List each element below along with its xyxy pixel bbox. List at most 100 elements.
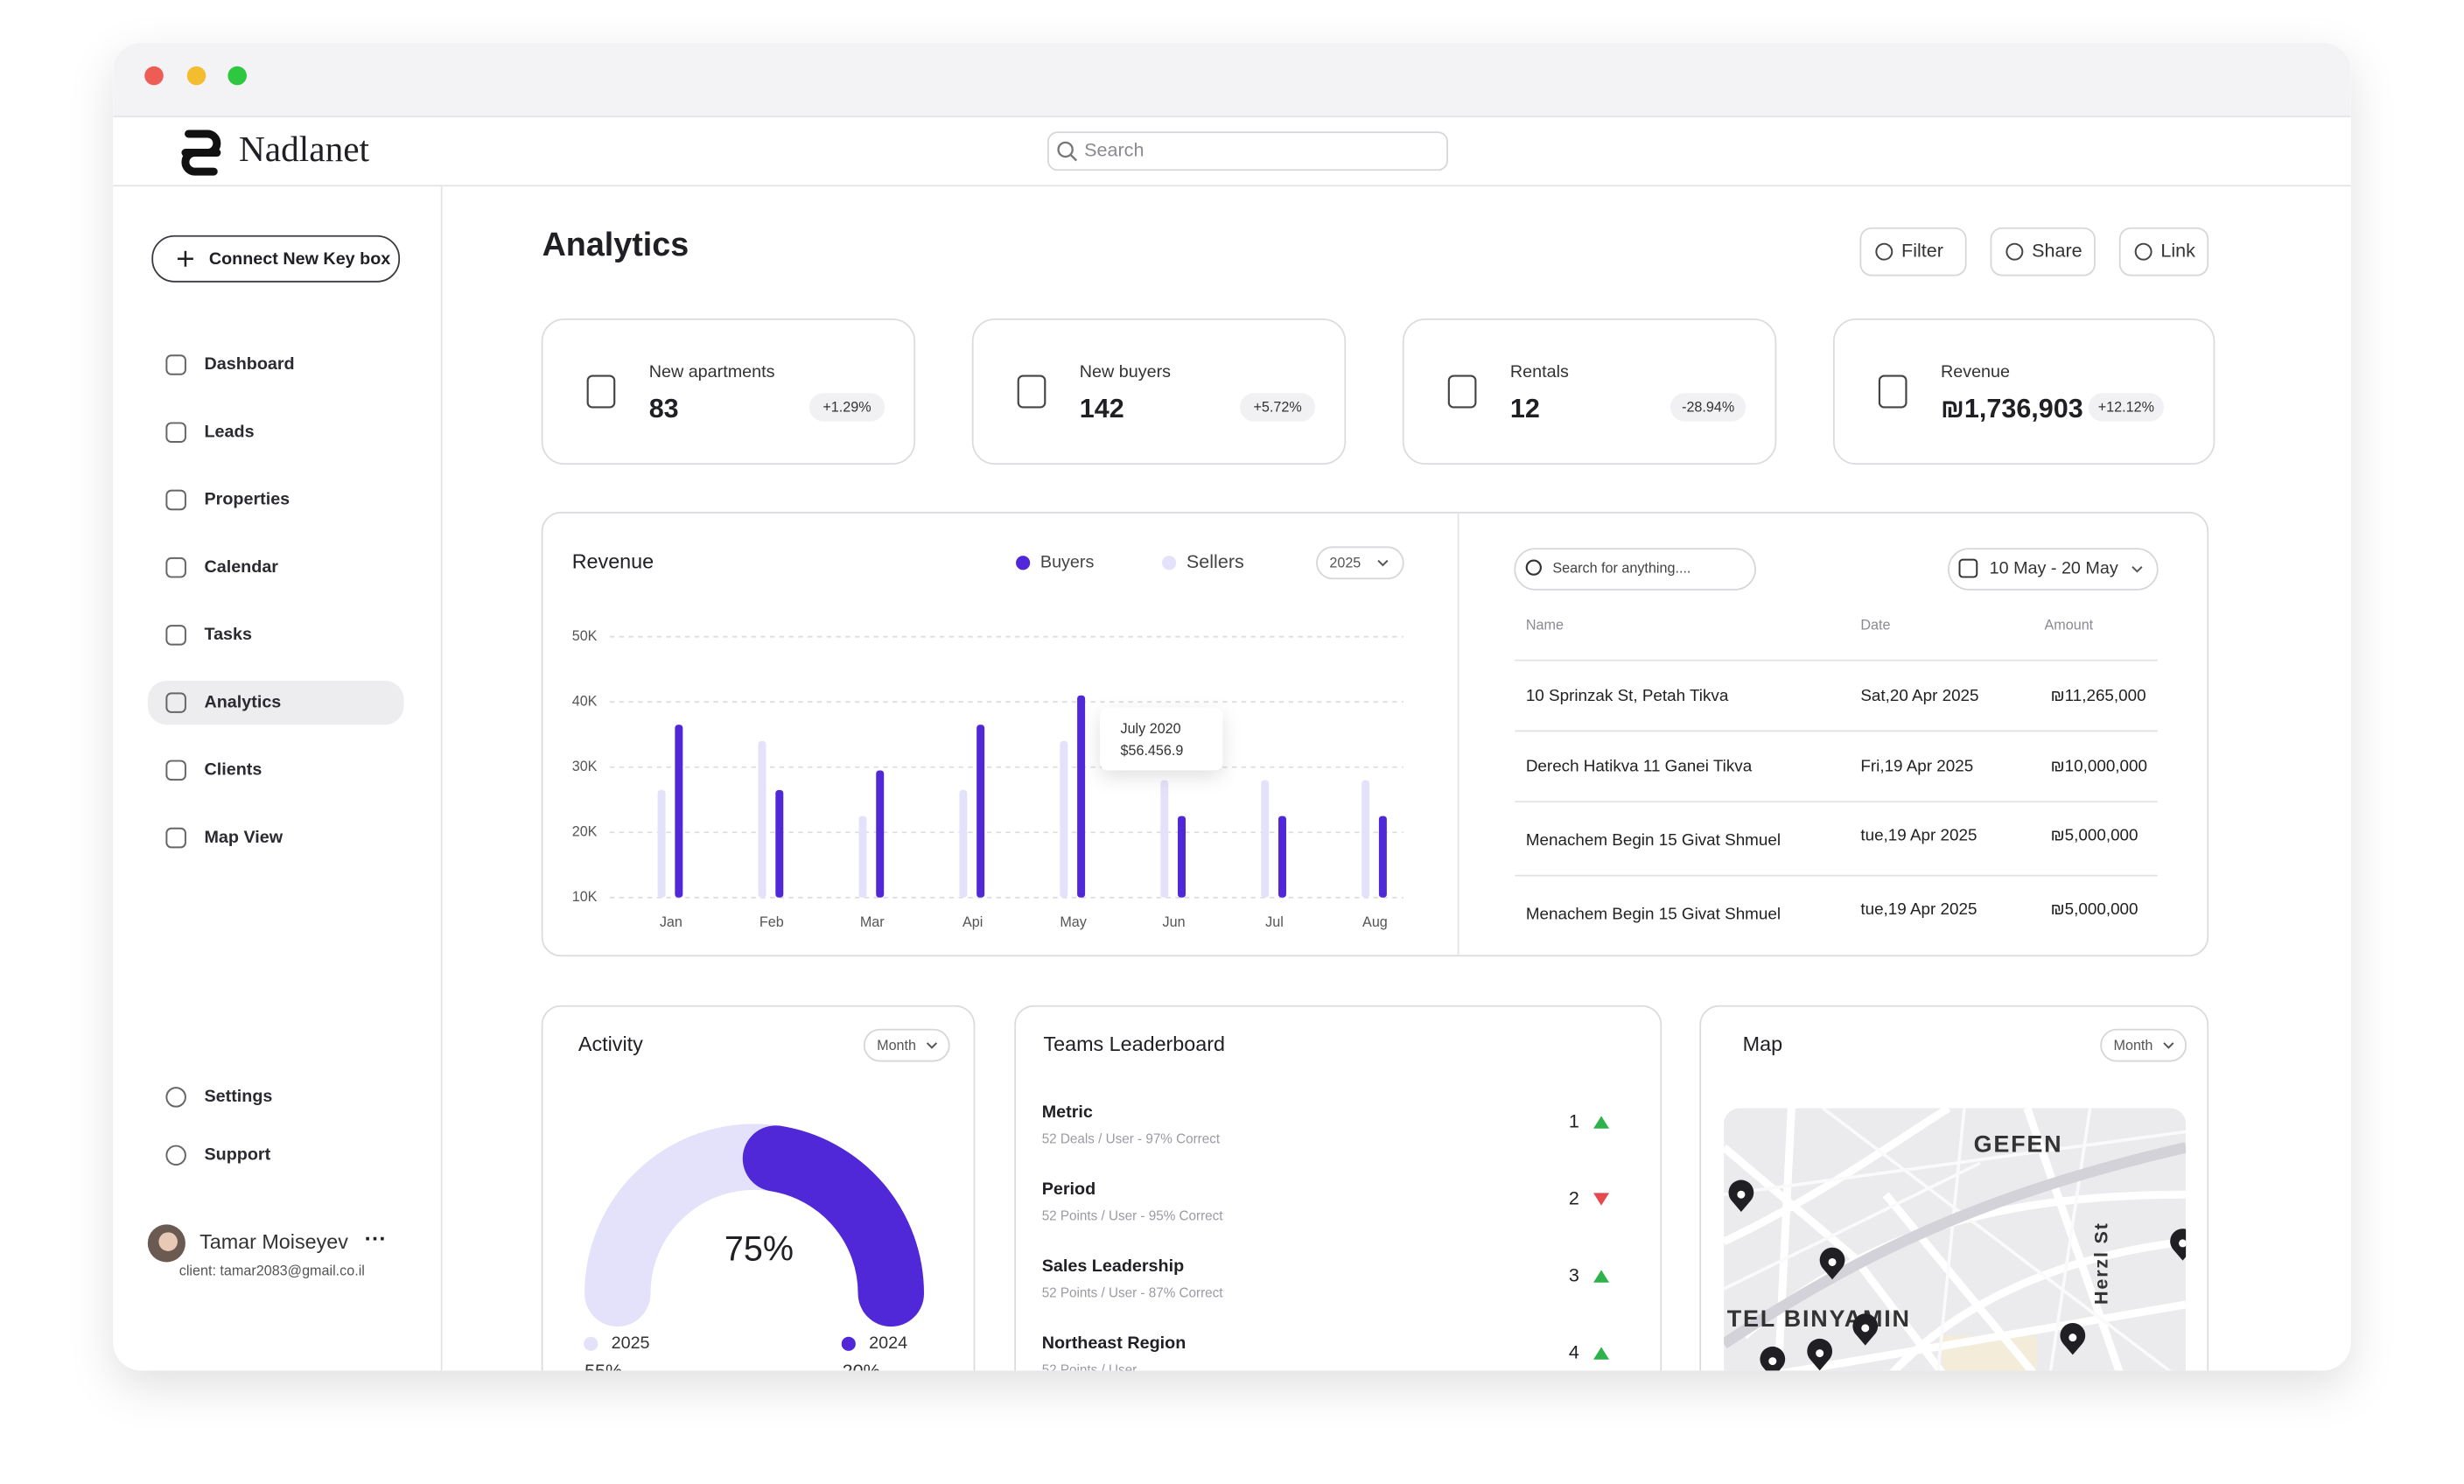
legend-swatch xyxy=(841,1336,856,1351)
leaderboard-detail: 52 Points / User xyxy=(1042,1362,1138,1377)
nav-item[interactable]: Leads xyxy=(204,422,254,441)
y-tick-label: 50K xyxy=(572,628,598,644)
nav-item[interactable]: Analytics xyxy=(204,692,281,711)
gauge-segment xyxy=(742,1125,924,1327)
map-view[interactable]: GEFEN TEL BINYAMIN Herzl St xyxy=(1724,1108,2195,1422)
more-button[interactable]: ··· xyxy=(365,1227,387,1251)
user-email: client: tamar2083@gmail.co.il xyxy=(179,1263,365,1278)
action-button[interactable] xyxy=(1859,227,1967,276)
leaderboard-metric: Period xyxy=(1042,1180,1096,1199)
column-header: Amount xyxy=(2044,617,2093,633)
leaderboard-detail: 52 Deals / User - 97% Correct xyxy=(1042,1131,1221,1146)
tooltip-value: $56.456.9 xyxy=(1120,743,1183,759)
nav-item[interactable]: Clients xyxy=(204,760,262,780)
kpi-change: +1.29% xyxy=(822,400,871,416)
nav-item[interactable]: Properties xyxy=(204,490,290,509)
action-icon xyxy=(2006,242,2024,261)
nav-icon xyxy=(165,422,186,443)
minimize-button[interactable] xyxy=(186,66,206,86)
kpi-label: Rentals xyxy=(1510,362,1569,382)
y-tick-label: 30K xyxy=(572,759,598,774)
x-tick-label: Feb xyxy=(760,914,784,930)
nav-item[interactable]: Map View xyxy=(204,828,283,847)
nav-icon xyxy=(165,625,186,646)
action-button[interactable] xyxy=(2118,227,2209,276)
legend-swatch xyxy=(1162,556,1177,570)
map-street xyxy=(1724,1161,1981,1291)
table-cell: ₪11,265,000 xyxy=(2051,686,2146,704)
legend-swatch xyxy=(584,1336,598,1351)
period-select[interactable] xyxy=(2100,1028,2188,1062)
tooltip-title: July 2020 xyxy=(1120,721,1180,737)
legend-label: Sellers xyxy=(1186,550,1244,572)
search-icon xyxy=(1069,153,1078,162)
action-button[interactable] xyxy=(1990,227,2096,276)
activity-card xyxy=(541,1004,976,1371)
date-range-picker[interactable] xyxy=(1948,548,2159,591)
chevron-icon xyxy=(1377,559,1389,567)
calendar-icon xyxy=(1958,558,1978,578)
year-select[interactable] xyxy=(1316,546,1404,580)
close-button[interactable] xyxy=(144,66,164,86)
kpi-change-badge xyxy=(808,393,886,422)
legend-value: 55% xyxy=(584,1360,622,1382)
y-tick-label: 40K xyxy=(572,693,598,709)
bar xyxy=(1278,816,1286,898)
nav-icon xyxy=(165,489,186,511)
nav-icon xyxy=(165,760,186,781)
plus-icon xyxy=(177,250,193,267)
map-pin-dot xyxy=(1861,1324,1870,1333)
gauge-label: 75% xyxy=(724,1229,794,1268)
trend-indicator xyxy=(1593,1193,1610,1206)
map-street xyxy=(2040,1108,2092,1371)
maximize-button[interactable] xyxy=(228,66,247,86)
bar xyxy=(775,789,784,898)
kpi-icon xyxy=(1878,374,1908,409)
nav-icon xyxy=(165,1144,186,1166)
search-box[interactable] xyxy=(1046,131,1448,172)
date-range-label: 10 May - 20 May xyxy=(1990,559,2118,578)
leaderboard-detail: 52 Points / User - 95% Correct xyxy=(1042,1208,1224,1223)
bar xyxy=(657,789,666,898)
table-cell: Derech Hatikva 11 Ganei Tikva xyxy=(1526,757,1753,775)
leaderboard-rank: 2 xyxy=(1569,1186,1579,1208)
map-street xyxy=(1724,1108,1951,1246)
x-tick-label: Aug xyxy=(1362,914,1388,930)
bar xyxy=(1261,780,1270,898)
period-select[interactable] xyxy=(863,1028,950,1062)
map-street xyxy=(1851,1237,2187,1371)
bar xyxy=(758,740,766,898)
connect-button[interactable] xyxy=(151,234,401,283)
leaderboard-rank: 3 xyxy=(1569,1264,1579,1285)
bar xyxy=(976,724,985,898)
action-label: Filter xyxy=(1901,239,1943,261)
map-pin-dot xyxy=(1768,1357,1777,1366)
card-title: Activity xyxy=(578,1032,643,1055)
search-icon xyxy=(1057,141,1074,158)
leaderboard-metric: Metric xyxy=(1042,1102,1093,1122)
bar xyxy=(1378,816,1387,898)
kpi-card xyxy=(1832,318,2216,466)
table-cell: Fri,19 Apr 2025 xyxy=(1860,757,1973,775)
card-title: Map xyxy=(1743,1032,1782,1055)
avatar-face xyxy=(158,1232,178,1251)
table-cell: ₪10,000,000 xyxy=(2051,757,2147,775)
leaderboard-detail: 52 Points / User - 87% Correct xyxy=(1042,1285,1224,1300)
map-label: GEFEN xyxy=(1974,1131,2063,1158)
nav-item[interactable]: Tasks xyxy=(204,625,252,644)
search-icon xyxy=(1525,559,1542,576)
bar xyxy=(1060,740,1068,898)
table-search[interactable] xyxy=(1514,548,1756,591)
chart-title: Revenue xyxy=(572,550,654,572)
revenue-panel xyxy=(541,511,2209,957)
nav-item[interactable]: Dashboard xyxy=(204,354,294,374)
map-street xyxy=(1724,1130,2187,1197)
nav-item[interactable]: Calendar xyxy=(204,557,278,577)
kpi-change: -28.94% xyxy=(1682,400,1734,416)
map-street xyxy=(1724,1300,2187,1371)
nav-item: Settings xyxy=(204,1087,272,1106)
kpi-value: ₪1,736,903 xyxy=(1941,394,2083,424)
table-cell: ₪5,000,000 xyxy=(2051,826,2138,844)
